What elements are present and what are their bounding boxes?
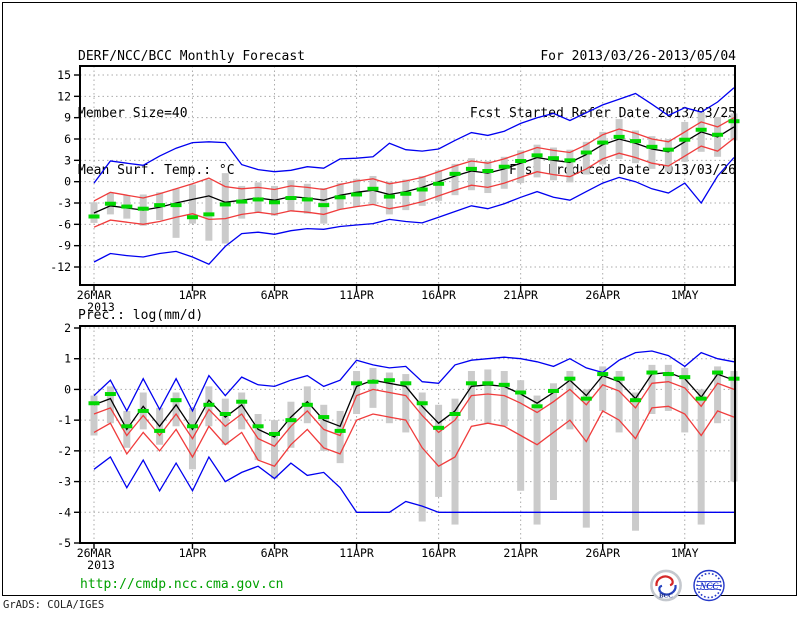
svg-text:26MAR: 26MAR bbox=[77, 288, 112, 302]
precip-panel-title: Prec.: log(mm/d) bbox=[78, 308, 204, 323]
svg-text:6APR: 6APR bbox=[261, 288, 289, 302]
panel1-spread-bars bbox=[90, 111, 738, 244]
source-url-text: http://cmdp.ncc.cma.gov.cn bbox=[80, 577, 284, 592]
header-left: DERF/NCC/BCC Monthly Forecast Member Siz… bbox=[78, 9, 305, 218]
svg-text:6: 6 bbox=[64, 132, 71, 146]
svg-text:-2: -2 bbox=[57, 444, 71, 458]
svg-text:26MAR: 26MAR bbox=[77, 546, 112, 560]
svg-text:1MAY: 1MAY bbox=[671, 546, 699, 560]
fcst-produced-date-label: Fcst Produced Date 2013/03/26 bbox=[509, 163, 736, 178]
svg-text:2013: 2013 bbox=[87, 300, 115, 314]
panel2-frame bbox=[79, 325, 736, 544]
panel1-series bbox=[88, 87, 740, 265]
report-title: DERF/NCC/BCC Monthly Forecast bbox=[78, 49, 305, 64]
bcc-logo-text: BCC bbox=[659, 593, 673, 600]
svg-text:0: 0 bbox=[64, 382, 71, 396]
grads-credit-text: GrADS: COLA/IGES bbox=[3, 599, 105, 611]
svg-text:1APR: 1APR bbox=[179, 288, 207, 302]
svg-text:1: 1 bbox=[64, 352, 71, 366]
svg-text:1MAY: 1MAY bbox=[671, 288, 699, 302]
svg-text:21APR: 21APR bbox=[503, 288, 538, 302]
svg-text:9: 9 bbox=[64, 111, 71, 125]
svg-text:21APR: 21APR bbox=[503, 546, 538, 560]
ncc-logo-icon: NCC bbox=[693, 569, 725, 602]
forecast-period-label: For 2013/03/26-2013/05/04 bbox=[540, 49, 736, 64]
panel2-series bbox=[88, 350, 740, 513]
svg-text:16APR: 16APR bbox=[421, 288, 456, 302]
bcc-red-swirl bbox=[655, 575, 674, 587]
svg-text:26APR: 26APR bbox=[585, 288, 620, 302]
svg-text:11APR: 11APR bbox=[339, 546, 374, 560]
svg-text:-9: -9 bbox=[57, 239, 71, 253]
svg-text:-6: -6 bbox=[57, 217, 71, 231]
panel1-frame bbox=[79, 65, 736, 286]
ncc-logo-text: NCC bbox=[699, 581, 720, 591]
member-size-label: Member Size=40 bbox=[78, 106, 188, 121]
page-border bbox=[2, 2, 797, 596]
svg-text:6APR: 6APR bbox=[261, 546, 289, 560]
svg-text:16APR: 16APR bbox=[421, 546, 456, 560]
svg-text:2013: 2013 bbox=[87, 558, 115, 572]
svg-text:-3: -3 bbox=[57, 196, 71, 210]
svg-text:2: 2 bbox=[64, 321, 71, 335]
footer-logos: BCC NCC bbox=[650, 569, 725, 602]
svg-text:1APR: 1APR bbox=[179, 546, 207, 560]
bcc-blue-swirl bbox=[658, 584, 677, 596]
svg-text:-3: -3 bbox=[57, 475, 71, 489]
svg-text:3: 3 bbox=[64, 153, 71, 167]
svg-text:-4: -4 bbox=[57, 505, 71, 519]
svg-text:-12: -12 bbox=[50, 260, 71, 274]
svg-text:-5: -5 bbox=[57, 536, 71, 550]
svg-text:12: 12 bbox=[57, 89, 71, 103]
svg-text:11APR: 11APR bbox=[339, 288, 374, 302]
fcst-start-date-label: Fcst Started Refer Date 2013/03/25 bbox=[469, 106, 736, 121]
bcc-logo-icon: BCC bbox=[650, 569, 682, 602]
svg-text:15: 15 bbox=[57, 68, 71, 82]
header-right: For 2013/03/26-2013/05/04 Fcst Started R… bbox=[470, 9, 736, 218]
svg-text:-1: -1 bbox=[57, 413, 71, 427]
svg-text:0: 0 bbox=[64, 175, 71, 189]
svg-text:26APR: 26APR bbox=[585, 546, 620, 560]
